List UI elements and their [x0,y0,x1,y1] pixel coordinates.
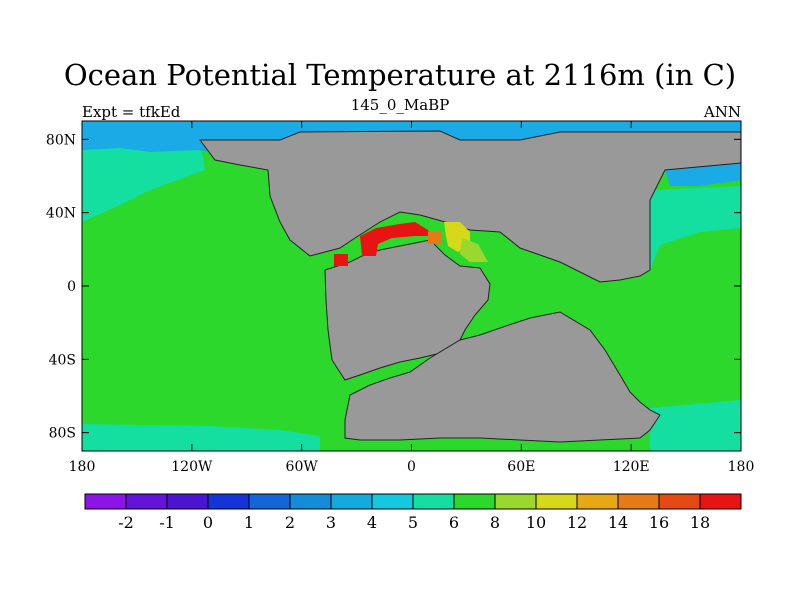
north-pacific-teal [82,140,205,222]
hot-cell [334,254,348,266]
southern-ocean-teal-east [650,400,741,451]
y-tick-label: 40S [49,352,76,368]
time-label: 145_0_MaBP [350,96,450,114]
colorbar-swatch [453,493,496,510]
colorbar-swatch [699,493,742,510]
axis-ticks [81,121,742,451]
land-central [324,239,491,381]
warm-water-cells [334,222,488,266]
colorbar-label: 4 [367,513,377,532]
colorbar-swatch [371,493,414,510]
colorbar-label: 6 [449,513,459,532]
colorbar-swatch [576,493,619,510]
colorbar-swatch [535,493,578,510]
colorbar-label: 10 [526,513,546,532]
x-tick-label: 120E [613,459,650,475]
land-north [199,130,742,283]
x-tick-label: 180 [69,459,96,475]
y-tick-label: 40N [46,206,76,222]
colorbar-label: 12 [567,513,587,532]
x-tick-label: 60E [507,459,535,475]
land-masses [199,130,742,443]
colorbar-swatch [617,493,660,510]
hot-region [360,222,430,256]
colorbar-swatch [330,493,373,510]
colorbar-label: 3 [326,513,336,532]
colorbar-label: 5 [408,513,418,532]
colorbar-label: 2 [285,513,295,532]
east-ocean-teal [650,186,741,270]
colorbar-swatch [248,493,291,510]
colorbar-label: 1 [244,513,254,532]
x-tick-label: 60W [286,459,319,475]
lime-region [460,238,488,262]
x-tick-label: 0 [407,459,416,475]
colorbar-label: 14 [608,513,628,532]
colorbar: -2 -1 0 1 2 3 4 5 6 8 10 12 14 16 18 [84,493,742,532]
colorbar-swatch [412,493,455,510]
colorbar-label: 16 [649,513,669,532]
colorbar-swatch [166,493,209,510]
orange-cell [428,232,442,244]
y-tick-label: 80N [46,132,76,148]
y-tick-label: 0 [67,279,76,295]
colorbar-label: 0 [203,513,213,532]
colorbar-swatch [494,493,537,510]
map-title: Ocean Potential Temperature at 2116m (in… [63,58,737,92]
southern-ocean-teal-west [82,424,320,451]
colorbar-swatch [84,493,127,510]
land-south [344,311,661,443]
axis-tick-labels: 180 120W 60W 0 60E 120E 180 80N 40N 0 40S 80S [46,132,754,475]
colorbar-swatch [658,493,701,510]
colorbar-swatch [289,493,332,510]
colorbar-label: 18 [690,513,710,532]
y-tick-label: 80S [49,426,76,442]
colorbar-label: -1 [159,513,175,532]
experiment-label: Expt = tfkEd [82,103,181,121]
colorbar-swatch [125,493,168,510]
colorbar-swatch [207,493,250,510]
season-label: ANN [703,103,741,121]
x-tick-label: 180 [728,459,755,475]
colorbar-label: 8 [490,513,500,532]
colorbar-label: -2 [118,513,134,532]
x-tick-label: 120W [171,459,213,475]
